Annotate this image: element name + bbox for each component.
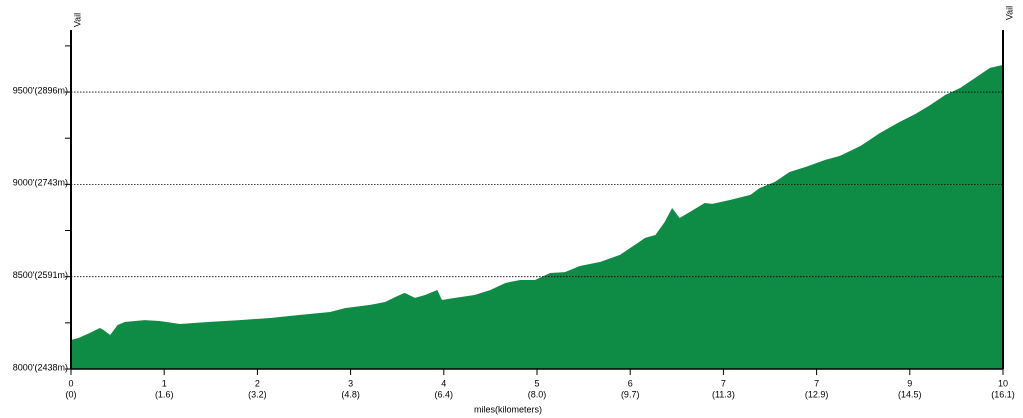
x-tick-km-label: (3.2) — [248, 389, 267, 399]
x-tick-km-label: (11.3) — [712, 389, 735, 399]
end-label: Vail — [1004, 6, 1014, 20]
x-tick-km-label: (9.7) — [621, 389, 640, 399]
x-tick-label: 2 — [255, 378, 260, 388]
x-tick-label: 9 — [907, 378, 912, 388]
x-tick-km-label: (16.1) — [991, 389, 1015, 399]
x-tick-label: 10 — [998, 378, 1008, 388]
x-tick-label: 7 — [814, 378, 819, 388]
x-tick-label: 6 — [628, 378, 633, 388]
x-tick-label: 0 — [68, 378, 73, 388]
x-tick-km-label: (4.8) — [341, 389, 360, 399]
x-axis-title: miles(kilometers) — [474, 404, 542, 414]
y-tick-label: 9000'(2743m) — [13, 178, 68, 188]
x-tick-km-label: (12.9) — [805, 389, 829, 399]
y-tick-label: 8500'(2591m) — [13, 270, 68, 280]
x-tick-label: 1 — [162, 378, 167, 388]
y-tick-label: 9500'(2896m) — [13, 85, 68, 95]
x-tick-km-label: (0) — [66, 389, 77, 399]
start-label: Vail — [72, 13, 82, 27]
x-tick-km-label: (8.0) — [528, 389, 547, 399]
x-tick-label: 3 — [348, 378, 353, 388]
x-tick-km-label: (14.5) — [898, 389, 922, 399]
x-tick-label: 7 — [721, 378, 726, 388]
y-tick-label: 8000'(2438m) — [13, 362, 68, 372]
x-tick-label: 5 — [534, 378, 539, 388]
x-tick-km-label: (1.6) — [155, 389, 174, 399]
x-tick-label: 4 — [441, 378, 446, 388]
elevation-area — [71, 64, 1003, 369]
x-tick-km-label: (6.4) — [435, 389, 454, 399]
